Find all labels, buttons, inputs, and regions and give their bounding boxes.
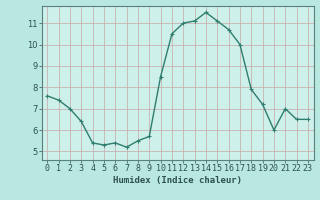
X-axis label: Humidex (Indice chaleur): Humidex (Indice chaleur)	[113, 176, 242, 185]
